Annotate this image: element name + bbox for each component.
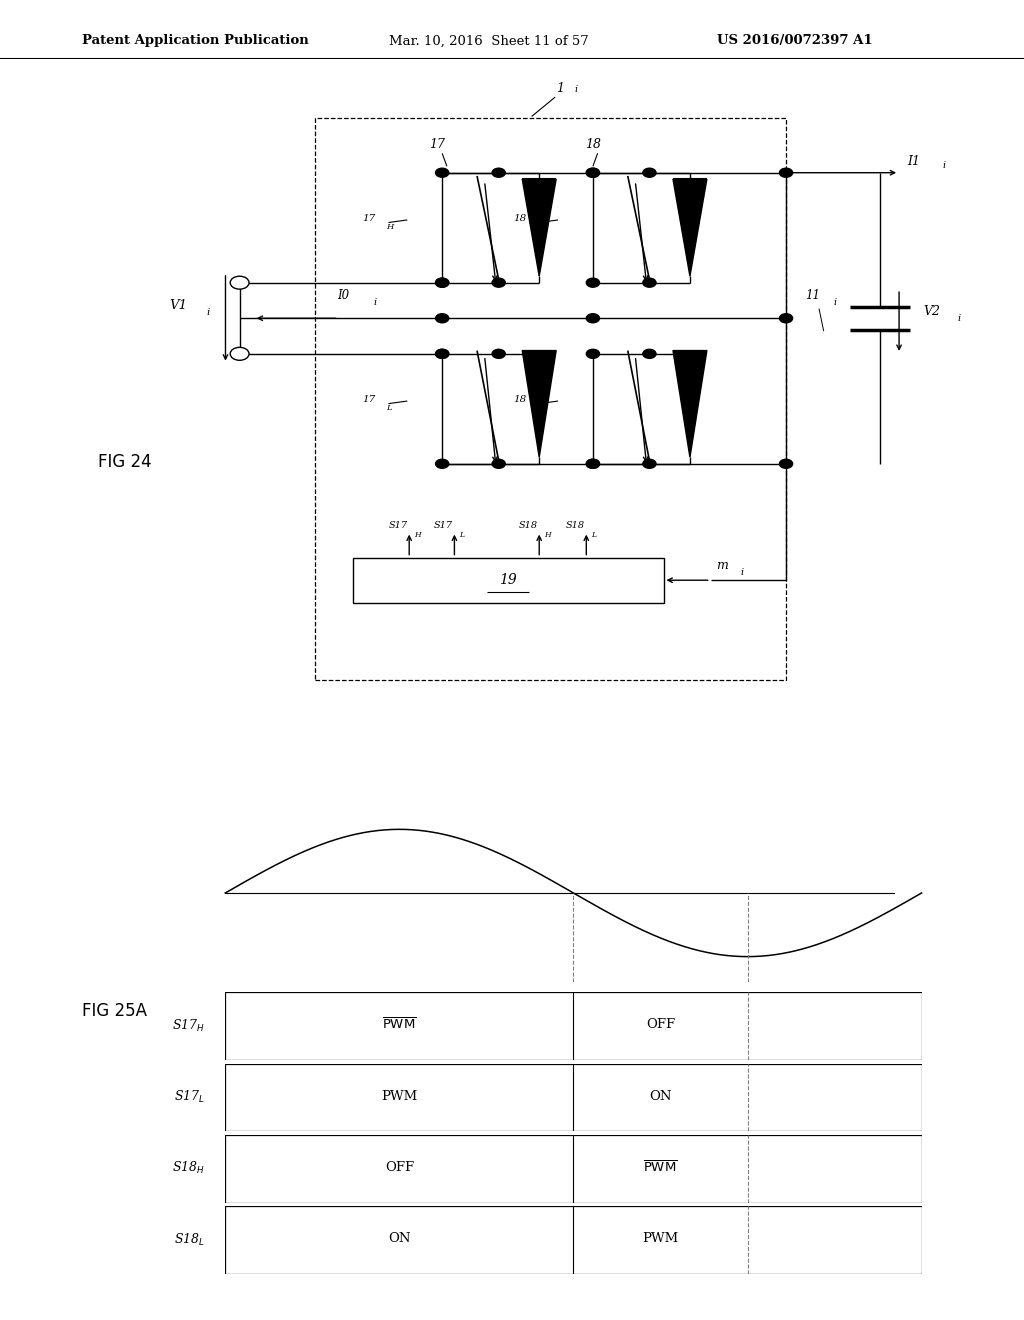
Circle shape: [587, 350, 599, 358]
Circle shape: [435, 350, 449, 358]
Text: 1: 1: [556, 82, 564, 95]
Text: FIG 24: FIG 24: [98, 453, 152, 471]
Circle shape: [587, 459, 599, 469]
Text: i: i: [574, 84, 578, 94]
Circle shape: [643, 350, 656, 358]
Text: Patent Application Publication: Patent Application Publication: [82, 34, 308, 48]
Text: ON: ON: [388, 1232, 411, 1245]
Text: V1: V1: [169, 298, 187, 312]
Circle shape: [643, 168, 656, 177]
Text: m: m: [716, 560, 728, 573]
Circle shape: [493, 459, 505, 469]
Text: OFF: OFF: [646, 1018, 675, 1031]
Circle shape: [779, 314, 793, 323]
Circle shape: [435, 168, 449, 177]
Polygon shape: [673, 351, 707, 457]
Text: L: L: [591, 531, 596, 539]
Text: S18$_H$: S18$_H$: [172, 1160, 205, 1176]
Text: OFF: OFF: [385, 1160, 414, 1173]
Circle shape: [779, 459, 793, 469]
Circle shape: [643, 279, 656, 288]
Text: H: H: [544, 531, 551, 539]
Text: Mar. 10, 2016  Sheet 11 of 57: Mar. 10, 2016 Sheet 11 of 57: [389, 34, 589, 48]
Text: i: i: [942, 161, 945, 170]
Text: I1: I1: [906, 154, 920, 168]
Text: FIG 25A: FIG 25A: [82, 1002, 146, 1020]
Circle shape: [587, 314, 599, 323]
Text: H: H: [386, 223, 393, 231]
Text: L: L: [537, 404, 542, 412]
Text: 19: 19: [500, 573, 517, 587]
Text: S18: S18: [565, 521, 585, 531]
Text: S18$_L$: S18$_L$: [174, 1232, 205, 1247]
Text: i: i: [207, 308, 210, 317]
Text: 17: 17: [362, 214, 376, 223]
Polygon shape: [522, 180, 556, 276]
Text: $\overline{\rm PWM}$: $\overline{\rm PWM}$: [382, 1016, 417, 1032]
Circle shape: [435, 350, 449, 358]
Polygon shape: [522, 351, 556, 457]
Text: ON: ON: [649, 1089, 672, 1102]
Text: i: i: [957, 314, 961, 323]
Text: L: L: [459, 531, 464, 539]
Text: i: i: [374, 298, 377, 308]
Circle shape: [435, 459, 449, 469]
Text: 11: 11: [805, 289, 820, 302]
Text: H: H: [537, 223, 544, 231]
Text: S18: S18: [518, 521, 538, 531]
Text: S17: S17: [388, 521, 408, 531]
Polygon shape: [673, 180, 707, 276]
Text: PWM: PWM: [381, 1089, 418, 1102]
Text: 18: 18: [513, 395, 526, 404]
Text: 18: 18: [513, 214, 526, 223]
Text: US 2016/0072397 A1: US 2016/0072397 A1: [717, 34, 872, 48]
Circle shape: [230, 276, 249, 289]
Circle shape: [587, 168, 599, 177]
Text: L: L: [386, 404, 391, 412]
Circle shape: [587, 459, 599, 469]
Text: PWM: PWM: [642, 1232, 679, 1245]
Text: i: i: [740, 568, 743, 577]
Text: S17: S17: [434, 521, 453, 531]
Text: I0: I0: [337, 289, 349, 302]
Circle shape: [779, 168, 793, 177]
Circle shape: [435, 279, 449, 288]
Text: V2: V2: [924, 305, 941, 318]
Circle shape: [230, 347, 249, 360]
Text: S17$_L$: S17$_L$: [174, 1089, 205, 1105]
Circle shape: [493, 168, 505, 177]
Text: $\overline{\rm PWM}$: $\overline{\rm PWM}$: [643, 1159, 678, 1175]
Text: S17$_H$: S17$_H$: [172, 1018, 205, 1034]
Circle shape: [643, 459, 656, 469]
Circle shape: [587, 279, 599, 288]
Bar: [352, 557, 664, 603]
Circle shape: [493, 279, 505, 288]
Text: 17: 17: [429, 139, 445, 152]
Circle shape: [587, 168, 599, 177]
Bar: [315, 117, 786, 681]
Text: 17: 17: [362, 395, 376, 404]
Text: H: H: [414, 531, 421, 539]
Text: i: i: [834, 298, 837, 308]
Circle shape: [493, 350, 505, 358]
Circle shape: [435, 314, 449, 323]
Text: 18: 18: [585, 139, 601, 152]
Circle shape: [435, 279, 449, 288]
